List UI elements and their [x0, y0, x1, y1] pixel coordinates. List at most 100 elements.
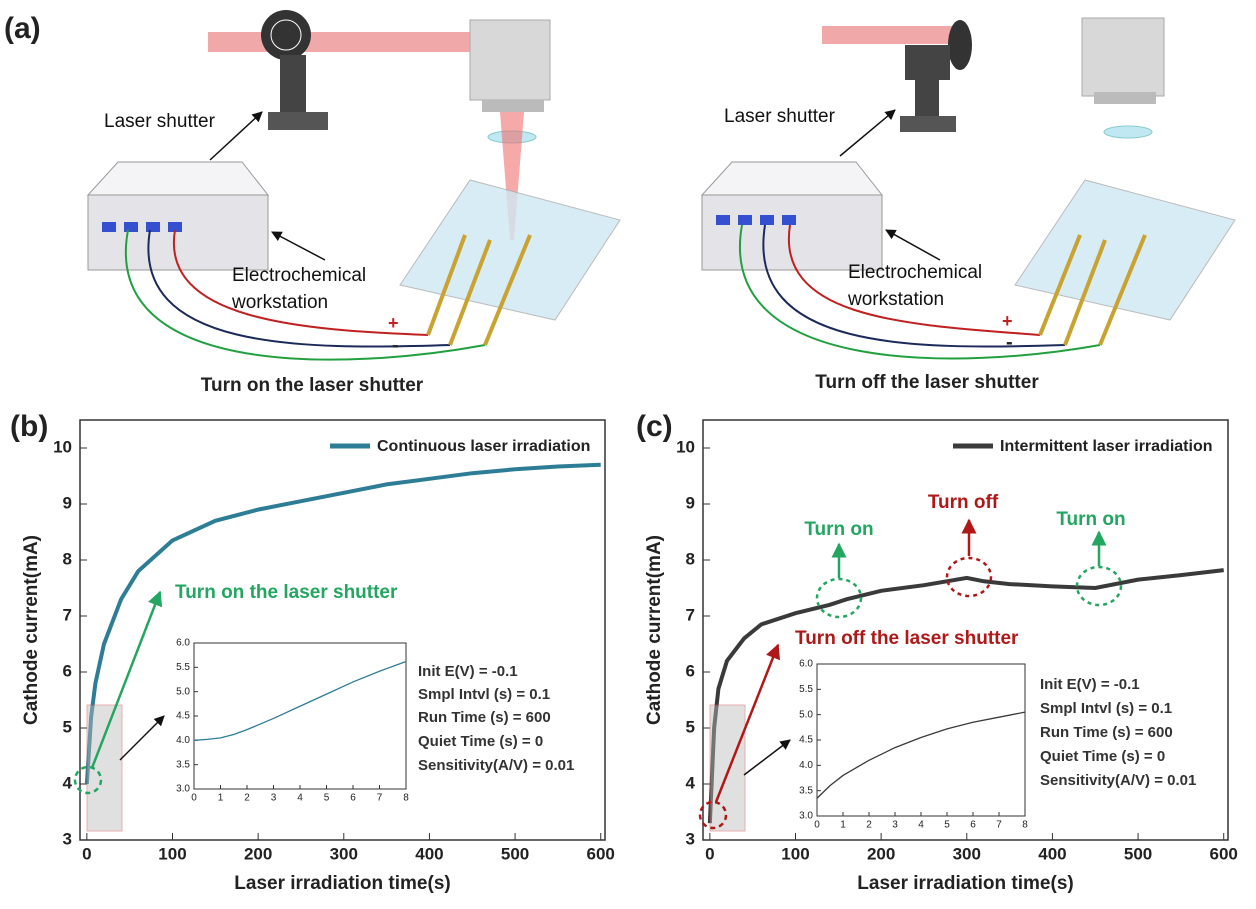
info: Sensitivity(A/V) = 0.01: [418, 757, 574, 774]
caption: Turn off the laser shutter: [815, 372, 1039, 393]
y-tick-label: 6: [63, 661, 72, 680]
laser-lens: [482, 100, 544, 112]
chart: 0 1 2 3 4 5 6 7 8 3.0 3.5 4.0 4.5 5.0 5.5 6.0: [799, 659, 1028, 831]
arrow: [714, 643, 781, 803]
label: Laser shutter: [724, 106, 836, 127]
x-tick-label: 200: [244, 844, 272, 863]
electrode: [1038, 234, 1082, 336]
info: Run Time (s) = 600: [418, 709, 551, 726]
y-tick-label: 10: [53, 437, 72, 456]
shutter: [948, 20, 972, 70]
port: [782, 215, 796, 225]
x-tick-label: 4: [918, 820, 924, 831]
marker-circle: [945, 556, 993, 598]
x-tick-label: 100: [158, 844, 186, 863]
x-tick-label: 3: [271, 793, 277, 804]
inset-frame: [816, 663, 1026, 817]
x-tick-label: 8: [403, 793, 409, 804]
label: Electrochemical: [232, 265, 366, 286]
shutter-post: [280, 55, 306, 115]
shutter-ring: [270, 19, 302, 51]
y-tick-label: 10: [676, 437, 695, 456]
x-tick-label: 4: [297, 793, 303, 804]
x-tick-label: 0: [814, 820, 820, 831]
annotation: Turn on the laser shutter: [175, 582, 398, 603]
x-tick-label: 8: [1022, 820, 1028, 831]
zoom-region: [709, 704, 746, 832]
data-line: [193, 660, 407, 741]
label: Electrochemical: [848, 262, 982, 283]
annotation: Turn on: [1056, 509, 1125, 530]
y-tick-label: 7: [686, 605, 695, 624]
x-tick-label: 2: [866, 820, 872, 831]
arrow: [119, 715, 165, 761]
annotation: Turn on: [804, 519, 873, 540]
info: Init E(V) = -0.1: [1040, 676, 1140, 693]
y-tick-label: 4: [63, 773, 73, 792]
y-tick-label: 4: [686, 773, 696, 792]
info: Run Time (s) = 600: [1040, 724, 1173, 741]
info: Sensitivity(A/V) = 0.01: [1040, 772, 1196, 789]
workstation-top: [700, 161, 884, 196]
plus: +: [1002, 311, 1013, 331]
x-tick-label: 2: [244, 793, 250, 804]
x-tick-label: 1: [840, 820, 846, 831]
panel-label: (c): [636, 410, 673, 443]
wire: [172, 229, 429, 336]
port: [124, 222, 138, 232]
y-tick-label: 9: [686, 493, 695, 512]
annotation: Turn off: [928, 492, 999, 513]
panel-label: (b): [10, 410, 48, 443]
y-tick-label: 8: [63, 549, 72, 568]
y-tick-label: 4.5: [176, 711, 190, 722]
info: Quiet Time (s) = 0: [1040, 748, 1165, 765]
y-tick-label: 3.0: [799, 811, 813, 822]
panel-label: (a): [4, 12, 41, 45]
electrode: [1063, 239, 1107, 346]
y-tick-label: 5.0: [799, 709, 813, 720]
info: Smpl Intvl (s) = 0.1: [418, 686, 550, 703]
minus: -: [1006, 331, 1013, 353]
x-tick-label: 300: [953, 844, 981, 863]
workstation: [87, 194, 269, 271]
x-tick-label: 6: [350, 793, 356, 804]
x-tick-label: 0: [705, 844, 714, 863]
shutter-body: [905, 45, 950, 80]
shutter: [261, 10, 311, 60]
chart: 0 1 2 3 4 5 6 7 8 3.0 3.5 4.0 4.5 5.0 5.5 6.0: [176, 638, 409, 804]
wire: [787, 224, 1041, 336]
port: [716, 215, 730, 225]
y-tick-label: 4.0: [176, 735, 190, 746]
x-tick-label: 5: [944, 820, 950, 831]
y-axis-label: Cathode current(mA): [644, 535, 665, 725]
arrow: [743, 739, 791, 776]
shutter-post: [915, 80, 939, 120]
y-tick-label: 6: [686, 661, 695, 680]
electrode: [1098, 234, 1147, 346]
info: Quiet Time (s) = 0: [418, 733, 543, 750]
diagram-right: Laser shutter Electrochemical workstatio…: [700, 17, 1236, 393]
x-tick-label: 400: [1038, 844, 1066, 863]
x-tick-label: 6: [970, 820, 976, 831]
port: [168, 222, 182, 232]
port: [146, 222, 160, 232]
electrode: [426, 234, 467, 336]
x-tick-label: 1: [218, 793, 224, 804]
x-axis-label: Laser irradiation time(s): [234, 873, 450, 894]
x-tick-label: 200: [867, 844, 895, 863]
info: Smpl Intvl (s) = 0.1: [1040, 700, 1172, 717]
y-tick-label: 9: [63, 493, 72, 512]
y-tick-label: 5.5: [176, 662, 190, 673]
wire: [147, 229, 451, 348]
laser-head: [469, 19, 551, 101]
x-axis-label: Laser irradiation time(s): [857, 873, 1073, 894]
electrode: [448, 239, 492, 346]
lens: [1103, 125, 1153, 139]
data-line: [707, 568, 1224, 824]
arrow: [839, 109, 896, 157]
marker-circle: [1075, 565, 1123, 607]
arrow: [90, 590, 163, 769]
y-tick-label: 4.0: [799, 760, 813, 771]
laser-beam: [208, 32, 478, 52]
